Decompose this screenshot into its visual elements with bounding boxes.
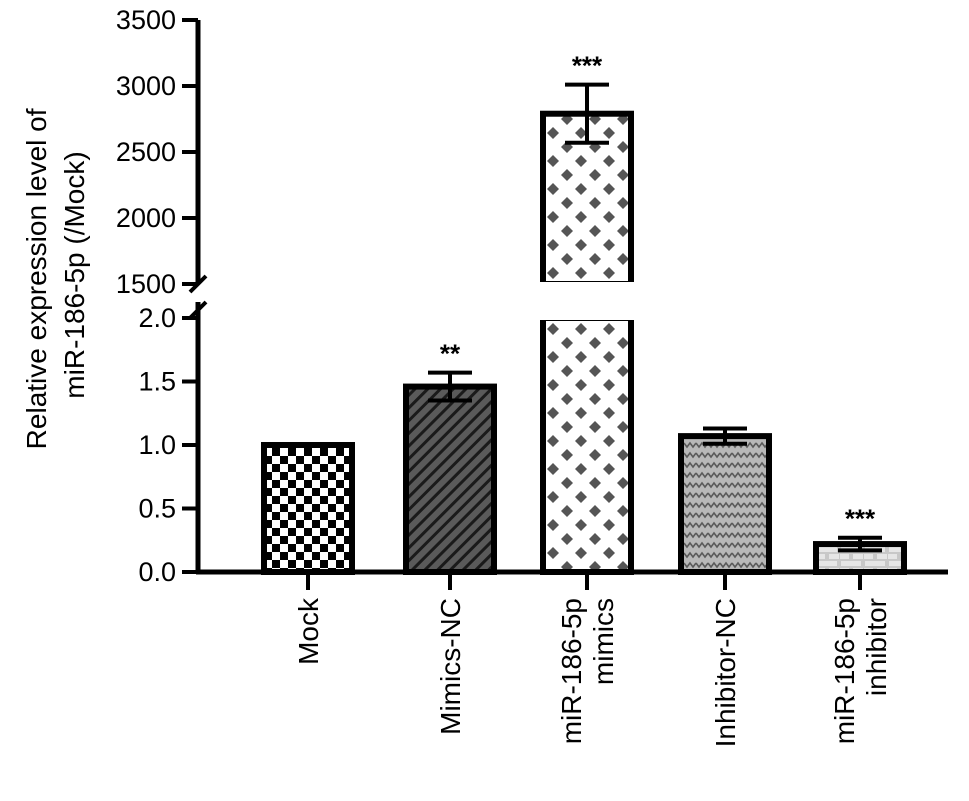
y-tick-label-upper-0: 1500 [116,269,176,299]
y-axis-title-line-2: miR-186-5p (/Mock) [59,151,90,398]
y-axis-title-line-1: Relative expression level of [21,108,52,449]
bar-1 [403,383,497,575]
significance-group: ******** [440,51,876,534]
y-ticks-group: 0.0 0.5 1.0 1.5 2.0 1500 2000 2500 3000 3500 [116,5,198,587]
bar-2-lower-segment [540,315,634,575]
y-tick-label-lower-0: 0.0 [138,557,176,587]
bar-0 [261,442,355,575]
y-tick-label-lower-1: 0.5 [138,494,176,524]
x-tick-label-2-line-0: miR-186-5p [556,598,587,744]
axis-break-mark-lower [188,300,208,320]
x-labels-group: Mock Mimics-NC miR-186-5pmimics Inhibitor-N… [293,572,892,747]
significance-label-1: ** [440,339,461,369]
x-tick-label-1-line-0: Mimics-NC [435,598,466,735]
x-tick-label-3: Inhibitor-NC [710,598,741,747]
x-tick-label-2-line-1: mimics [588,598,619,685]
y-axis-title: Relative expression level of miR-186-5p … [21,101,90,450]
bar-2-break-gap [539,282,635,320]
significance-label-2: *** [572,51,603,81]
x-tick-label-4: miR-186-5pinhibitor [829,598,892,744]
x-tick-label-1: Mimics-NC [435,598,466,735]
x-tick-label-4-line-0: miR-186-5p [829,598,860,744]
y-tick-label-lower-4: 2.0 [138,303,176,333]
y-tick-label-upper-4: 3500 [116,5,176,35]
x-tick-label-4-line-1: inhibitor [861,598,892,696]
y-tick-label-lower-3: 1.5 [138,367,176,397]
x-tick-label-3-line-0: Inhibitor-NC [710,598,741,747]
bars-group [261,110,907,575]
x-tick-label-2: miR-186-5pmimics [556,598,619,744]
y-tick-label-upper-1: 2000 [116,203,176,233]
significance-label-4: *** [845,504,876,534]
bar-3 [678,433,772,575]
y-tick-label-upper-3: 3000 [116,71,176,101]
error-bars-group [428,82,882,553]
y-tick-label-upper-2: 2500 [116,137,176,167]
x-tick-label-0-line-0: Mock [293,597,324,665]
x-tick-label-0: Mock [293,597,324,665]
y-tick-label-lower-2: 1.0 [138,430,176,460]
